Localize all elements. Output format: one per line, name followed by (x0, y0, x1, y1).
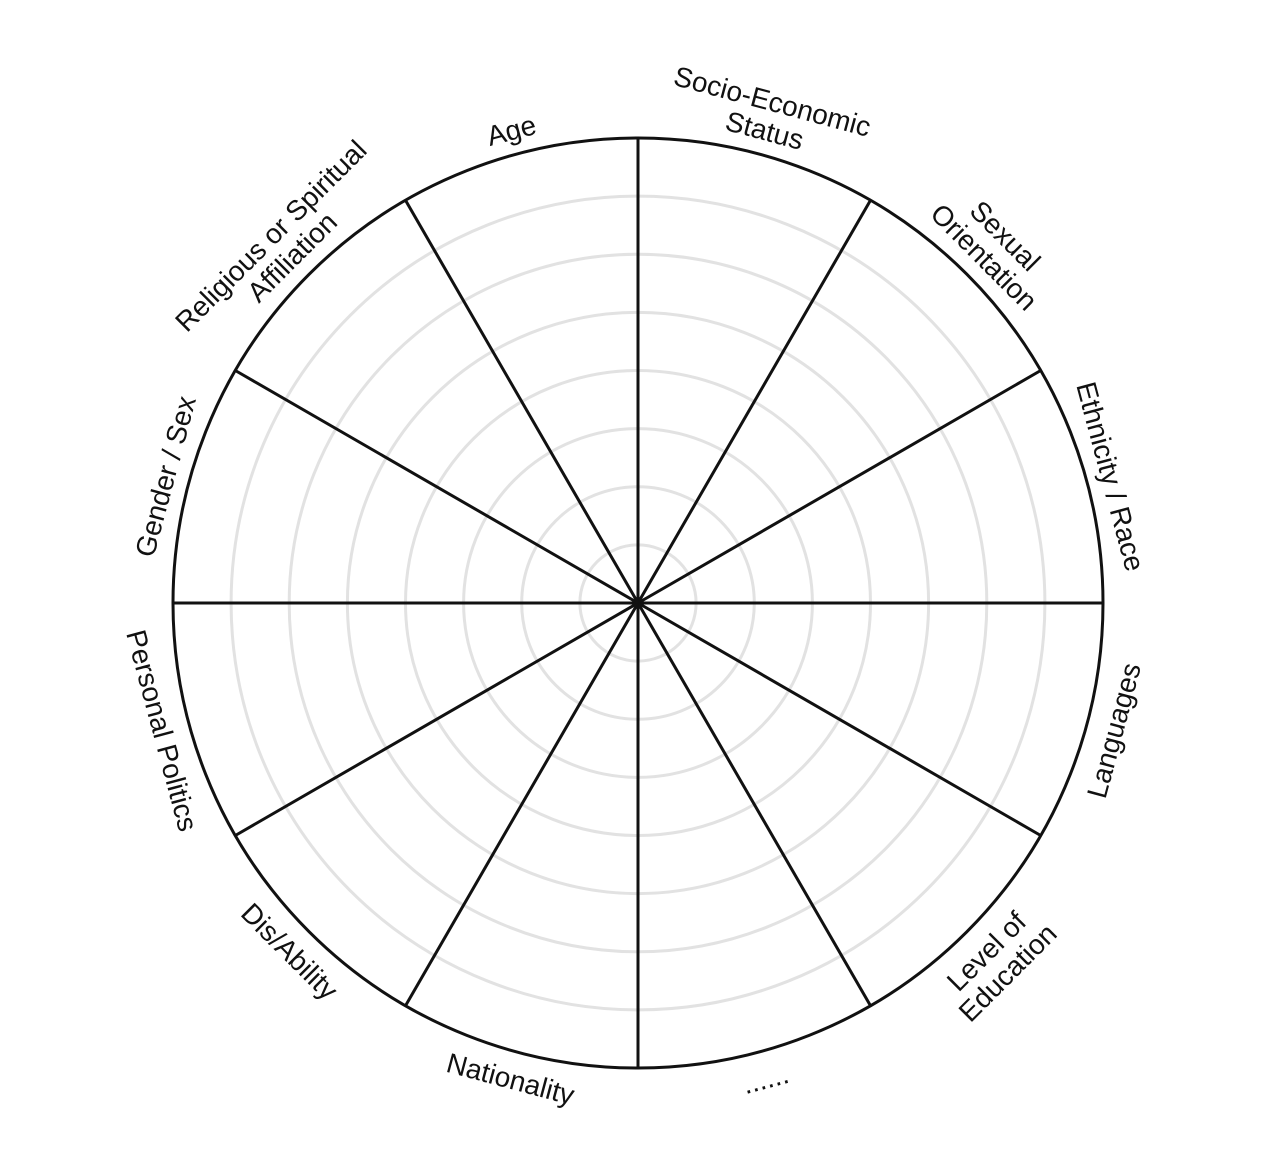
segment-label-text: Dis/Ability (235, 897, 344, 1006)
segment-divider-line (234, 601, 639, 837)
segment-label-text: ...... (739, 1058, 792, 1100)
segment-label-text: Age (483, 109, 539, 152)
segment-divider-line (234, 369, 639, 605)
segment-label-blank: ...... (739, 1058, 792, 1100)
segment-label-nationality: Nationality (443, 1047, 577, 1111)
segment-divider-line (636, 199, 872, 604)
segment-divider-line (637, 601, 1042, 837)
segment-label-text: Languages (1081, 660, 1147, 802)
segment-label-ethnicity-race: Ethnicity / Race (1070, 378, 1150, 574)
segment-label-text: Religious or Spiritual (169, 134, 373, 338)
wheel-outer-circle (171, 136, 1105, 1070)
segment-label-age: Age (483, 109, 539, 152)
segment-label-text: Nationality (443, 1047, 577, 1111)
segment-divider-line (404, 602, 640, 1007)
segment-label-text: Ethnicity / Race (1070, 378, 1150, 574)
segment-divider-line (636, 602, 872, 1007)
segment-divider-line (404, 199, 640, 604)
segment-divider-line (637, 369, 1042, 605)
segment-label-languages: Languages (1081, 660, 1147, 802)
spokes-group (173, 138, 1103, 1068)
segment-label-dis-ability: Dis/Ability (235, 897, 344, 1006)
